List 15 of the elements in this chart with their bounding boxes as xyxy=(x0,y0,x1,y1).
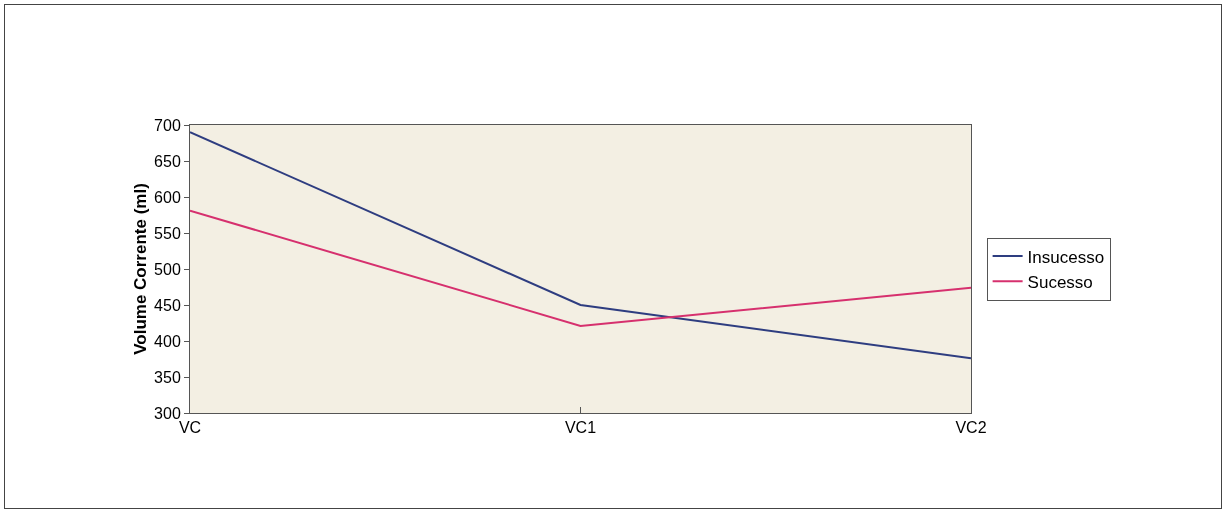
x-tick-label: VC1 xyxy=(564,419,597,437)
y-tick-label: 300 xyxy=(154,404,181,422)
x-tick-label: VC2 xyxy=(955,419,987,437)
y-tick-label: 350 xyxy=(154,368,181,386)
y-tick-label: 650 xyxy=(154,152,181,170)
y-tick-label: 400 xyxy=(154,332,181,350)
y-tick-label: 700 xyxy=(154,116,181,134)
y-tick-label: 450 xyxy=(154,296,181,314)
x-tick-label: VC xyxy=(178,419,202,437)
legend-label: Insucesso xyxy=(1027,247,1105,267)
legend-label: Sucesso xyxy=(1027,272,1093,292)
y-tick-label: 500 xyxy=(154,260,181,278)
y-tick-label: 550 xyxy=(154,224,181,242)
y-axis-title: Volume Corrente (ml) xyxy=(131,183,150,355)
y-tick-label: 600 xyxy=(154,188,181,206)
